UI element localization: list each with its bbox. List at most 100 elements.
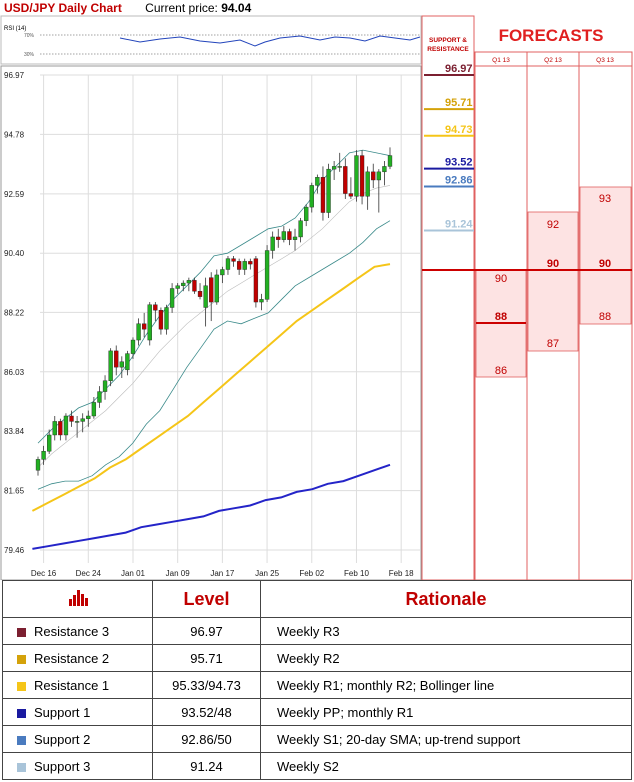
- level-rationale: Weekly R3: [260, 617, 632, 645]
- candle-body: [130, 339, 136, 354]
- candle-body: [231, 258, 236, 262]
- forecast-q2-mid: 90: [547, 258, 559, 270]
- sma-fast-line: [31, 263, 391, 512]
- candle-body: [359, 155, 365, 197]
- candle-body: [153, 304, 158, 311]
- y-tick-label: 86.03: [4, 368, 25, 377]
- candle-body: [276, 236, 281, 240]
- table-row: Support 1 93.52/48 Weekly PP; monthly R1: [2, 698, 632, 726]
- forecast-q3-mid: 90: [599, 258, 611, 270]
- levels-table-header: Level Rationale: [2, 580, 632, 618]
- forecast-q1-mid: 88: [495, 311, 507, 323]
- y-tick-label: 79.46: [4, 546, 25, 555]
- table-row: Support 3 91.24 Weekly S2: [2, 752, 632, 780]
- candle-body: [158, 309, 164, 330]
- candle-body: [119, 361, 124, 368]
- sr-heading-2: RESISTANCE: [427, 46, 469, 53]
- forecasts-heading: FORECASTS: [499, 26, 604, 45]
- sr-heading-1: SUPPORT &: [429, 37, 467, 44]
- candle-body: [136, 323, 141, 341]
- quarter-label-q1: Q1 13: [492, 57, 510, 64]
- table-row: Support 2 92.86/50 Weekly S1; 20-day SMA; …: [2, 725, 632, 753]
- candle-body: [281, 231, 286, 240]
- candle-body: [108, 350, 113, 381]
- rsi-level-30: 30%: [24, 52, 35, 58]
- candle-body: [203, 285, 208, 308]
- x-tick-label: Feb 02: [299, 569, 324, 578]
- level-value: 95.71: [152, 644, 261, 672]
- level-rationale: Weekly PP; monthly R1: [260, 698, 632, 726]
- candle-body: [169, 288, 175, 308]
- price-chart: RSI (14) 70% 30% 96.97 94.78 92.59 90.40 88.…: [0, 15, 633, 581]
- candle-body: [80, 418, 85, 422]
- x-tick-label: Feb 18: [389, 569, 414, 578]
- price-label: Current price:: [145, 1, 218, 15]
- candle-body: [147, 304, 152, 341]
- candle-body: [181, 282, 186, 286]
- candles: [35, 147, 393, 476]
- level-name: Resistance 2: [34, 650, 110, 666]
- level-name-cell: Support 3: [2, 752, 153, 780]
- bollinger-middle: [37, 185, 391, 468]
- candle-body: [102, 380, 108, 392]
- header-icon-cell: [2, 580, 153, 618]
- levels-table: Level Rationale Resistance 3 96.97 Weekly …: [2, 580, 632, 780]
- y-tick-label: 88.22: [4, 308, 25, 317]
- candle-body: [192, 280, 197, 292]
- level-rationale: Weekly S1; 20-day SMA; up-trend support: [260, 725, 632, 753]
- candle-body: [343, 166, 348, 194]
- bollinger-lower: [37, 220, 391, 490]
- candle-body: [197, 291, 203, 297]
- level-name: Resistance 1: [34, 677, 110, 693]
- candle-body: [242, 261, 247, 270]
- candle-body: [41, 451, 46, 460]
- level-rationale: Weekly R1; monthly R2; Bollinger line: [260, 671, 632, 699]
- bollinger-upper: [37, 149, 391, 444]
- level-value: 92.86/50: [152, 725, 261, 753]
- sma-slow-line: [32, 463, 391, 550]
- level-value: 96.97: [152, 617, 261, 645]
- y-axis: 96.97 94.78 92.59 90.40 88.22 86.03 83.84 81.65…: [4, 71, 25, 555]
- level-rationale: Weekly R2: [260, 644, 632, 672]
- sr-levels: 96.97 95.71 94.73 93.52 92.86 91.24: [424, 63, 474, 232]
- y-tick-label: 90.40: [4, 249, 25, 258]
- candle-body: [214, 274, 219, 303]
- level-rationale: Weekly S2: [260, 752, 632, 780]
- forecast-range-q2: [527, 211, 579, 352]
- moving-averages: [31, 263, 391, 550]
- level-name: Support 3: [34, 758, 91, 774]
- forecast-q3-low: 88: [599, 311, 611, 323]
- level-swatch: [17, 627, 26, 637]
- sr-level-value: 93.52: [445, 157, 473, 169]
- chart-title: USD/JPY Daily Chart Current price: 94.04: [4, 1, 251, 15]
- price-value: 94.04: [221, 1, 252, 15]
- candle-body: [58, 421, 63, 436]
- rsi-panel: [0, 15, 422, 65]
- level-value: 93.52/48: [152, 698, 261, 726]
- candle-body: [264, 250, 270, 300]
- candle-body: [326, 168, 331, 213]
- level-swatch: [17, 708, 26, 718]
- candle-body: [125, 353, 130, 371]
- candle-body: [63, 415, 69, 436]
- x-tick-label: Dec 16: [31, 569, 57, 578]
- level-name: Resistance 3: [34, 623, 110, 639]
- candle-body: [236, 261, 242, 270]
- quarter-label-q2: Q2 13: [544, 57, 562, 64]
- candle-body: [331, 166, 337, 170]
- header-rationale: Rationale: [260, 580, 632, 618]
- x-tick-label: Jan 25: [255, 569, 280, 578]
- candle-body: [371, 171, 376, 181]
- candle-body: [86, 415, 91, 419]
- rsi-label: RSI (14): [4, 26, 26, 32]
- level-name-cell: Resistance 3: [2, 617, 153, 645]
- level-name-cell: Support 2: [2, 725, 153, 753]
- level-value: 95.33/94.73: [152, 671, 261, 699]
- candle-body: [91, 402, 97, 417]
- forecast-q3-high: 93: [599, 193, 611, 205]
- sr-level-value: 94.73: [445, 124, 473, 136]
- level-name-cell: Resistance 1: [2, 671, 153, 699]
- candle-body: [142, 323, 147, 330]
- candle-body: [97, 391, 102, 403]
- sr-level-value: 91.24: [445, 218, 473, 230]
